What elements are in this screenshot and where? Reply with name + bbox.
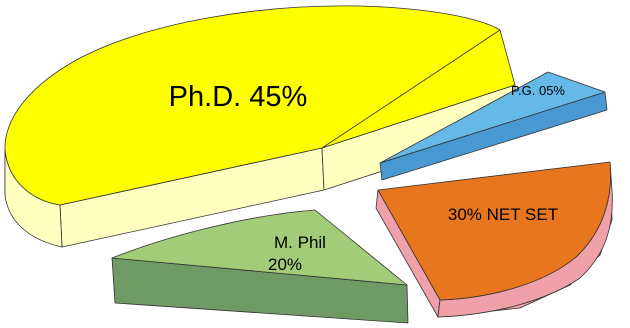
pie-label-pg: P.G. 05% — [511, 83, 565, 98]
pie-slice-phd-top — [4, 5, 516, 206]
pie-label-phd-line-0: Ph.D. 45% — [169, 81, 308, 113]
pie-slice-phd — [4, 5, 516, 248]
pie-slice-net — [375, 161, 613, 318]
pie-slice-net-top — [377, 161, 611, 301]
pie-slice-mphil — [111, 209, 409, 324]
pie-slices — [4, 5, 613, 324]
pie-label-mphil: M. Phil 20% — [268, 233, 326, 274]
pie-label-net: 30% NET SET — [448, 205, 558, 224]
pie-slice-pg — [379, 71, 608, 181]
pie-label-mphil-line-1: 20% — [268, 255, 302, 274]
pie-slice-pg-top — [379, 71, 606, 164]
pie-label-phd: Ph.D. 45% — [169, 81, 308, 113]
pie-labels: Ph.D. 45% P.G. 05% 30% NET SET M. Phil 20% — [169, 81, 566, 274]
pie-slice-mphil-top — [111, 209, 408, 286]
pie-label-net-line-0: 30% NET SET — [448, 205, 558, 224]
pie-label-mphil-line-0: M. Phil — [274, 233, 326, 252]
pie-label-pg-line-0: P.G. 05% — [511, 83, 565, 98]
